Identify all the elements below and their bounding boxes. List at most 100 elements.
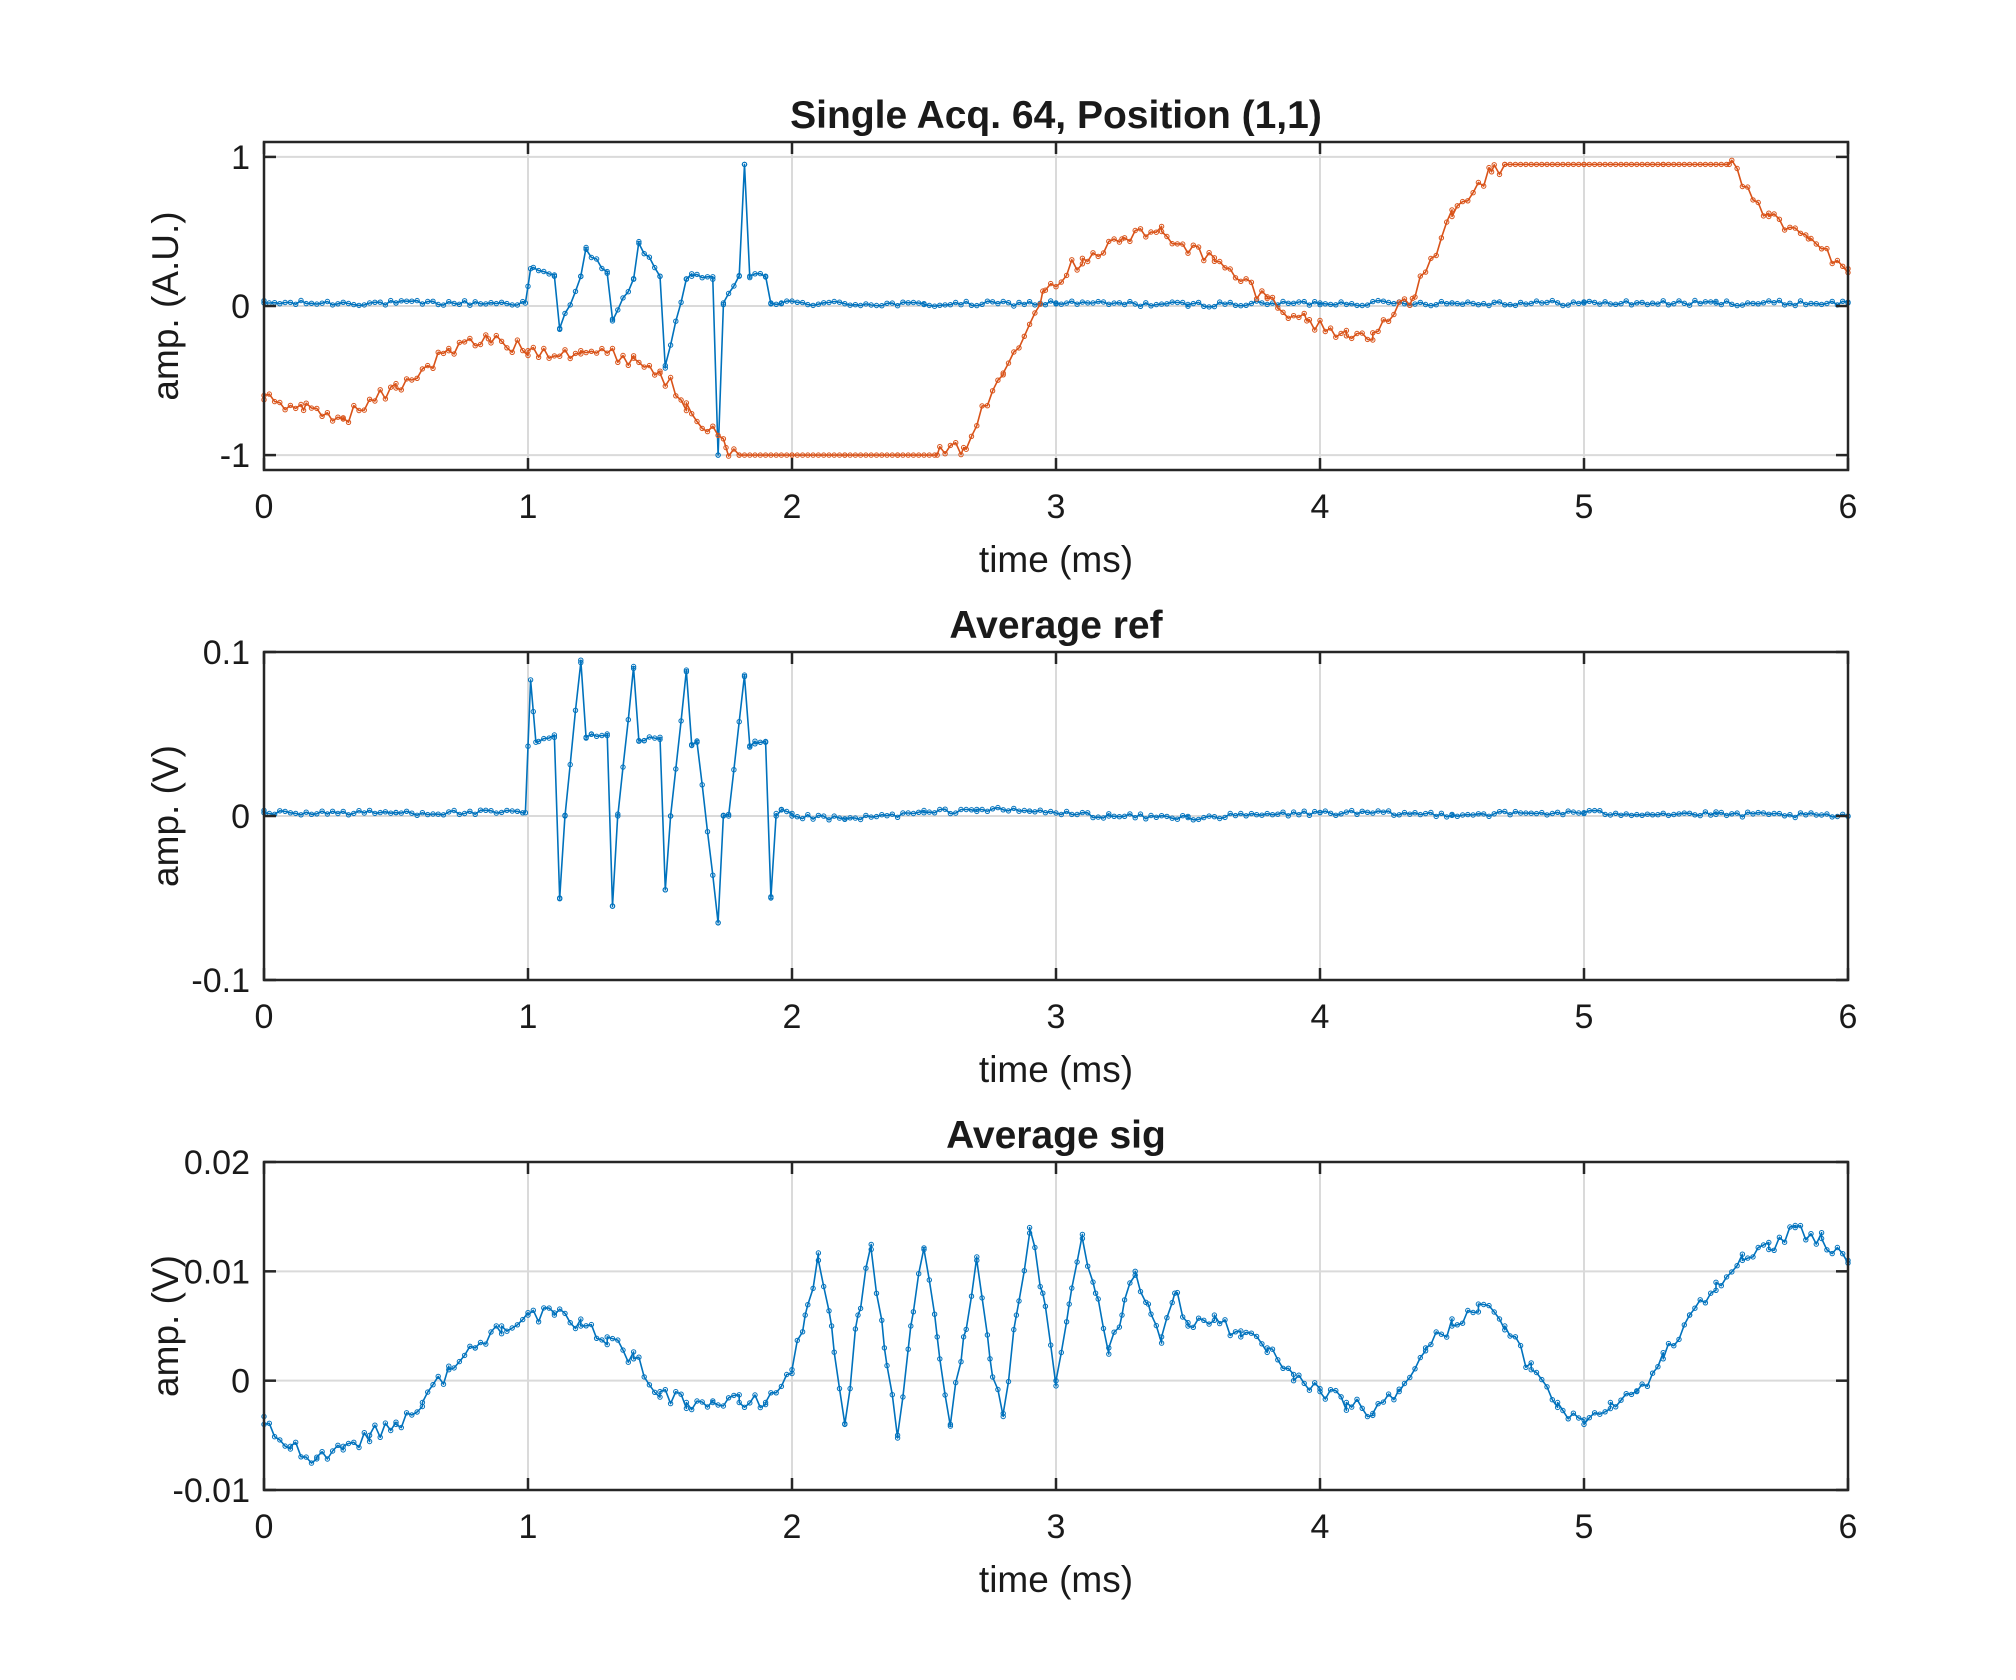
data-point: [1026, 299, 1033, 305]
subplot-average-ref: Average ref time (ms) amp. (V) 0 1 2 3 4…: [145, 604, 1857, 1090]
data-point: [1222, 301, 1228, 307]
data-point: [1148, 1311, 1154, 1317]
data-point: [1671, 1343, 1677, 1349]
data-point: [388, 297, 394, 304]
data-point: [1565, 161, 1571, 168]
data-point: [1407, 811, 1413, 817]
data-point: [1723, 298, 1730, 304]
data-point: [562, 310, 568, 317]
data-point: [1528, 300, 1534, 307]
data-point: [1121, 235, 1128, 241]
y-tick-label: 0: [231, 798, 250, 836]
data-point: [557, 895, 563, 901]
data-point: [493, 332, 499, 339]
data-point: [1026, 1224, 1033, 1231]
data-point: [868, 452, 874, 458]
data-point: [847, 1385, 853, 1392]
data-point: [567, 355, 573, 362]
data-point: [1106, 1345, 1112, 1351]
data-point: [826, 817, 832, 823]
data-point: [926, 302, 932, 309]
data-point: [1158, 813, 1165, 819]
data-point: [356, 1444, 362, 1451]
data-point: [1760, 1242, 1767, 1248]
data-point: [1364, 336, 1371, 343]
data-point: [662, 383, 668, 389]
data-point: [1771, 810, 1777, 817]
data-point: [1818, 301, 1825, 308]
data-point: [1090, 250, 1096, 256]
data-point: [757, 270, 763, 277]
data-point: [879, 303, 885, 309]
data-point: [535, 738, 542, 745]
x-tick-label: 5: [1575, 488, 1594, 526]
data-point: [578, 657, 584, 663]
data-point: [736, 452, 742, 458]
data-point: [1380, 809, 1387, 815]
data-point: [1708, 1290, 1714, 1296]
data-point: [382, 809, 389, 815]
data-point: [1048, 298, 1054, 304]
data-point: [794, 814, 800, 820]
data-point: [319, 300, 325, 306]
data-point: [1354, 1396, 1360, 1403]
data-point: [1243, 813, 1249, 819]
data-point: [1539, 161, 1545, 168]
data-point: [741, 673, 748, 680]
data-point: [1121, 1297, 1128, 1303]
data-point: [1370, 1412, 1376, 1419]
data-point: [1275, 811, 1281, 817]
x-tick-label: 2: [783, 1508, 802, 1546]
data-point: [324, 410, 331, 416]
data-point: [1290, 300, 1297, 306]
data-point: [720, 813, 727, 819]
data-point: [879, 812, 885, 818]
data-point: [1238, 1328, 1244, 1334]
data-point: [1644, 1383, 1651, 1390]
data-point: [1116, 239, 1123, 245]
data-point: [926, 809, 932, 815]
data-point: [430, 1382, 436, 1388]
data-point: [1597, 161, 1603, 168]
data-point: [615, 811, 621, 817]
data-point: [1222, 1317, 1228, 1323]
data-point: [593, 350, 600, 356]
data-point: [1539, 1376, 1545, 1383]
data-point: [1079, 1235, 1086, 1242]
data-point: [683, 407, 690, 414]
data-point: [1137, 811, 1144, 817]
data-point: [1359, 808, 1365, 814]
data-point: [361, 302, 367, 308]
data-point: [636, 238, 642, 245]
data-point: [1121, 813, 1128, 819]
data-point: [1745, 300, 1751, 306]
data-point: [1412, 810, 1418, 816]
x-tick-label: 4: [1311, 998, 1330, 1036]
data-point: [1776, 297, 1783, 304]
data-point: [527, 677, 534, 683]
data-point: [1016, 345, 1022, 351]
data-point: [683, 669, 690, 675]
data-point: [831, 1349, 837, 1355]
data-point: [1475, 1309, 1482, 1315]
data-point: [1639, 161, 1645, 168]
data-point: [1475, 179, 1482, 186]
data-point: [1560, 302, 1566, 309]
data-point: [604, 350, 610, 356]
data-point: [1385, 318, 1392, 324]
data-point: [1095, 298, 1101, 305]
data-point: [319, 413, 325, 419]
data-point: [1502, 161, 1508, 168]
data-point: [1143, 816, 1149, 822]
data-point: [483, 1341, 489, 1347]
data-point: [710, 274, 716, 280]
data-point: [731, 767, 737, 773]
data-point: [551, 1312, 558, 1318]
data-point: [287, 810, 294, 816]
data-point: [1090, 300, 1096, 306]
data-point: [699, 782, 705, 788]
data-point: [1422, 1348, 1429, 1354]
data-point: [377, 809, 383, 816]
data-point: [1591, 161, 1598, 168]
data-point: [1005, 360, 1012, 366]
